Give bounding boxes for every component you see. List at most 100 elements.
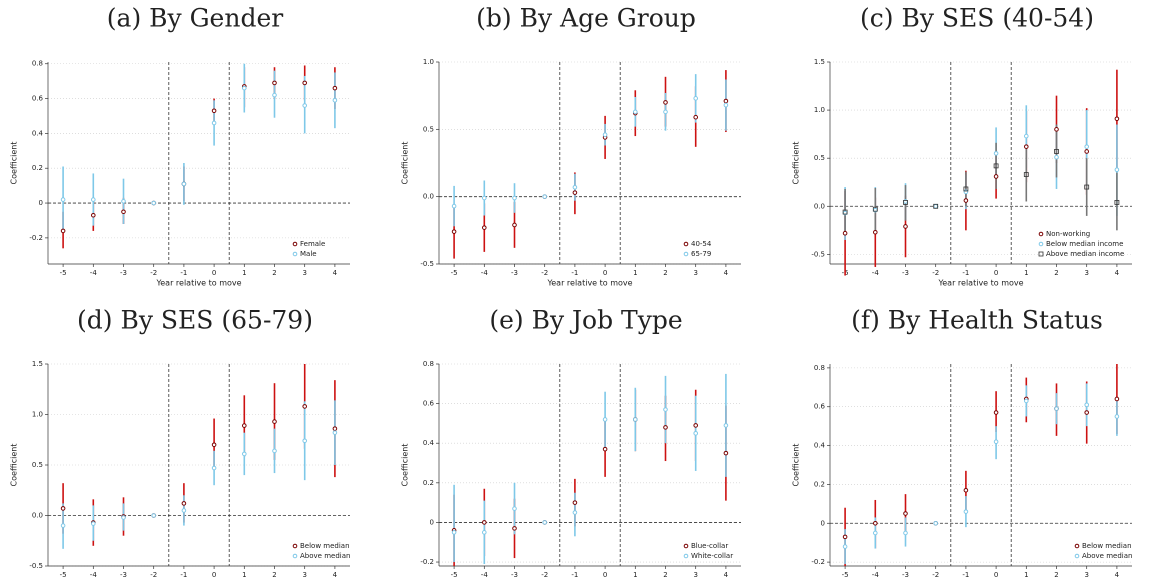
point — [512, 526, 517, 531]
point — [451, 530, 457, 535]
point — [903, 200, 908, 205]
x-tick-label: -3 — [511, 571, 518, 579]
y-tick-label: -0.5 — [811, 250, 825, 258]
x-tick-label: -1 — [962, 571, 969, 579]
x-tick-label: -4 — [90, 269, 98, 277]
y-tick-label: 0.8 — [814, 364, 825, 372]
legend-marker — [683, 241, 689, 247]
legend-entry: Male — [292, 250, 317, 258]
point — [482, 195, 487, 201]
legend-marker — [292, 553, 298, 559]
x-tick-label: 1 — [1024, 571, 1028, 579]
point — [272, 419, 277, 424]
point — [903, 511, 908, 516]
point — [693, 114, 699, 120]
point — [91, 197, 96, 202]
chart-title: (c) By SES (40-54) — [860, 4, 1094, 33]
point — [633, 109, 638, 115]
point — [1024, 144, 1029, 149]
point — [842, 230, 848, 236]
point — [332, 98, 338, 103]
x-tick-label: -3 — [511, 269, 518, 277]
chart-title: (e) By Job Type — [489, 306, 682, 335]
point — [993, 439, 999, 444]
legend-label: Female — [300, 240, 325, 248]
y-tick-label: 1.5 — [814, 58, 825, 66]
x-tick-label: -4 — [872, 571, 880, 579]
panel: (f) By Health Status -0.2 0 0.2 0.4 0.6 0.8 -5 -… — [792, 306, 1133, 579]
legend-label: 40-54 — [691, 240, 712, 248]
point — [542, 194, 547, 199]
y-tick-label: 0.4 — [32, 129, 44, 137]
x-tick-label: -3 — [902, 571, 909, 579]
x-tick-label: 2 — [1054, 571, 1058, 579]
point — [1114, 167, 1120, 173]
point — [482, 530, 487, 535]
x-tick-label: 3 — [1084, 571, 1088, 579]
point — [181, 181, 187, 187]
legend-label: White-collar — [691, 552, 733, 560]
legend-marker — [1074, 543, 1080, 549]
legend-entry: Below median — [1074, 542, 1132, 550]
legend-label: Above median — [300, 552, 350, 560]
x-tick-label: 4 — [333, 571, 338, 579]
point — [1114, 414, 1120, 419]
point — [181, 501, 187, 506]
x-tick-label: -5 — [60, 571, 67, 579]
x-tick-label: 0 — [603, 269, 607, 277]
point — [451, 229, 457, 234]
y-tick-label: 0.6 — [814, 403, 826, 411]
legend-label: Below median — [1082, 542, 1132, 550]
point — [842, 544, 848, 549]
x-tick-label: 4 — [1115, 571, 1120, 579]
y-tick-label: 0.0 — [814, 202, 825, 210]
x-tick-label: -3 — [120, 571, 127, 579]
point — [181, 508, 187, 513]
panel: (a) By Gender -0.2 0 0.2 0.4 0.6 0.8 -5 -4 -3 -2 -1… — [10, 4, 350, 288]
x-tick-label: 3 — [302, 571, 306, 579]
x-tick-label: -5 — [451, 571, 458, 579]
x-tick-label: 0 — [212, 269, 216, 277]
y-tick-label: -0.2 — [811, 558, 825, 566]
point — [1084, 410, 1090, 415]
point — [842, 209, 848, 215]
point — [572, 510, 578, 515]
x-axis-label: Year relative to move — [546, 279, 632, 288]
point — [211, 465, 217, 471]
chart-title: (d) By SES (65-79) — [77, 306, 313, 335]
legend-entry: Below median income — [1038, 240, 1123, 248]
point — [933, 520, 938, 526]
point — [572, 500, 578, 505]
x-tick-label: 2 — [1054, 269, 1058, 277]
point — [572, 184, 578, 190]
point — [121, 209, 126, 215]
x-tick-label: 0 — [994, 269, 998, 277]
x-tick-label: -4 — [481, 269, 489, 277]
y-axis-label: Coefficient — [792, 142, 801, 185]
x-tick-label: -4 — [90, 571, 98, 579]
point — [873, 520, 878, 526]
point — [842, 534, 848, 540]
legend-marker — [1038, 251, 1044, 257]
y-tick-label: 0.6 — [32, 95, 44, 103]
y-tick-label: 0.0 — [423, 193, 434, 201]
point — [993, 151, 999, 156]
x-axis-label: Year relative to move — [155, 279, 241, 288]
y-tick-label: 0.0 — [32, 512, 43, 520]
x-tick-label: 4 — [724, 571, 729, 579]
point — [1114, 396, 1120, 402]
point — [60, 506, 66, 511]
point — [663, 109, 668, 115]
point — [872, 206, 878, 212]
chart-title: (f) By Health Status — [851, 306, 1103, 335]
point — [302, 103, 308, 108]
point — [332, 430, 338, 435]
legend-marker — [683, 251, 689, 257]
point — [211, 442, 217, 448]
x-tick-label: 2 — [272, 571, 276, 579]
legend-entry: White-collar — [683, 552, 733, 560]
point — [91, 521, 96, 526]
point — [151, 200, 156, 206]
chart-title: (b) By Age Group — [476, 4, 696, 33]
legend-label: Blue-collar — [691, 542, 728, 550]
